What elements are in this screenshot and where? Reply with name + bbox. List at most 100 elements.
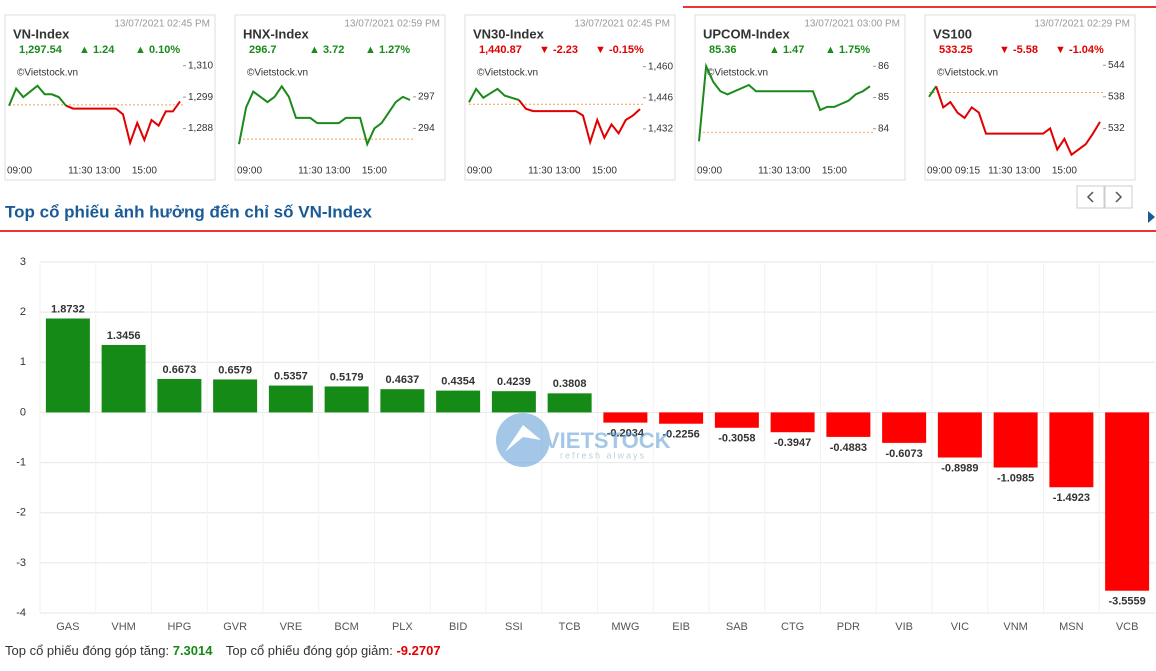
index-percent: ▲ 1.27% [365, 44, 410, 56]
data-label: -0.6073 [885, 448, 922, 460]
data-label: 0.6673 [163, 364, 197, 376]
index-line [65, 100, 181, 147]
bar [882, 412, 927, 443]
bar [826, 412, 871, 437]
x-tick-label: 15:00 [592, 166, 617, 177]
x-tick-label: VCB [1116, 621, 1139, 633]
x-tick-label: 15:00 [362, 166, 387, 177]
y-tick-label: 3 [20, 256, 26, 268]
bar [770, 412, 815, 433]
data-label: -0.8989 [941, 462, 978, 474]
index-title: UPCOM-Index [703, 26, 790, 41]
data-label: -1.0985 [997, 472, 1034, 484]
data-label: -0.2256 [662, 429, 699, 441]
index-change: ▲ 3.72 [309, 44, 344, 56]
x-tick-label: 11:30 [758, 166, 783, 177]
index-title: VN30-Index [473, 26, 545, 41]
x-tick-label: PLX [392, 621, 413, 633]
index-time: 13/07/2021 03:00 PM [804, 19, 900, 30]
index-change: ▲ 1.47 [769, 44, 804, 56]
watermark-tagline: refresh always [560, 450, 646, 460]
source: ©Vietstock.vn [247, 68, 308, 79]
x-tick-label: 11:30 [68, 166, 93, 177]
bar [714, 412, 759, 428]
bar [101, 344, 146, 413]
bar [436, 390, 481, 413]
index-value: 296.7 [249, 44, 277, 56]
bar [603, 412, 648, 423]
index-line [518, 99, 641, 146]
x-tick-label: 13:00 [785, 166, 810, 177]
bar [993, 412, 1038, 468]
data-label: 0.4637 [386, 374, 420, 386]
summary: Top cổ phiếu đóng góp tăng: 7.3014 Top c… [5, 643, 441, 658]
index-percent: ▼ -0.15% [595, 44, 644, 56]
y-tick-label: -4 [16, 607, 26, 619]
index-card [694, 14, 906, 181]
x-tick-label: VIC [951, 621, 969, 633]
source: ©Vietstock.vn [17, 68, 78, 79]
data-label: 0.4354 [441, 376, 476, 388]
data-label: -0.3947 [774, 437, 811, 449]
gain-value: 7.3014 [173, 643, 214, 658]
expand-arrow[interactable] [1148, 211, 1155, 223]
x-tick-label: MSN [1059, 621, 1084, 633]
index-change: ▼ -2.23 [539, 44, 578, 56]
x-tick-label: 09:00 [237, 166, 262, 177]
x-tick-label: 11:30 [528, 166, 553, 177]
data-label: 0.4239 [497, 376, 531, 388]
x-tick-label: EIB [672, 621, 690, 633]
y-tick-label: 2 [20, 306, 26, 318]
index-line [928, 85, 937, 98]
bar [1105, 412, 1150, 591]
bar [213, 379, 258, 413]
data-label: 1.8732 [51, 303, 85, 315]
bar [491, 391, 536, 413]
y-tick-label: 0 [20, 406, 26, 418]
index-card [4, 14, 216, 181]
data-label: -3.5559 [1108, 596, 1145, 608]
y-tick-label: 532 [1108, 123, 1125, 134]
index-title: VN-Index [13, 26, 70, 41]
nav-next[interactable] [1104, 185, 1133, 209]
x-tick-label: 09:00 [927, 166, 952, 177]
y-tick-label: 1,288 [188, 123, 213, 134]
index-time: 13/07/2021 02:45 PM [114, 19, 210, 30]
x-tick-label: 09:00 [7, 166, 32, 177]
watermark-brand: VIETSTOCK [545, 428, 671, 453]
y-tick-label: 1,460 [648, 61, 673, 72]
y-tick-label: 84 [878, 123, 890, 134]
y-tick-label: 294 [418, 123, 435, 134]
watermark: VIETSTOCK refresh always [496, 413, 671, 467]
data-label: 0.5357 [274, 370, 308, 382]
data-label: 0.6579 [218, 364, 252, 376]
y-tick-label: -1 [16, 456, 26, 468]
index-card [924, 14, 1136, 181]
index-value: 533.25 [939, 44, 973, 56]
index-line [238, 84, 411, 148]
source: ©Vietstock.vn [707, 68, 768, 79]
index-value: 1,440.87 [479, 44, 522, 56]
bar [547, 393, 592, 413]
x-tick-label: VIB [895, 621, 913, 633]
index-card [234, 14, 446, 181]
index-value: 85.36 [709, 44, 737, 56]
x-tick-label: SAB [726, 621, 748, 633]
bar [380, 389, 425, 413]
y-tick-label: 1,310 [188, 60, 213, 71]
y-tick-label: 538 [1108, 91, 1125, 102]
bar [268, 385, 313, 413]
data-label: 1.3456 [107, 330, 141, 342]
x-tick-label: VRE [280, 621, 303, 633]
x-tick-label: 09:15 [955, 166, 980, 177]
index-title: HNX-Index [243, 26, 310, 41]
x-tick-label: HPG [167, 621, 191, 633]
y-tick-label: 1 [20, 356, 26, 368]
nav-prev[interactable] [1076, 185, 1105, 209]
index-percent: ▼ -1.04% [1055, 44, 1104, 56]
index-value: 1,297.54 [19, 44, 63, 56]
y-tick-label: 297 [418, 91, 435, 102]
x-tick-label: 09:00 [467, 166, 492, 177]
